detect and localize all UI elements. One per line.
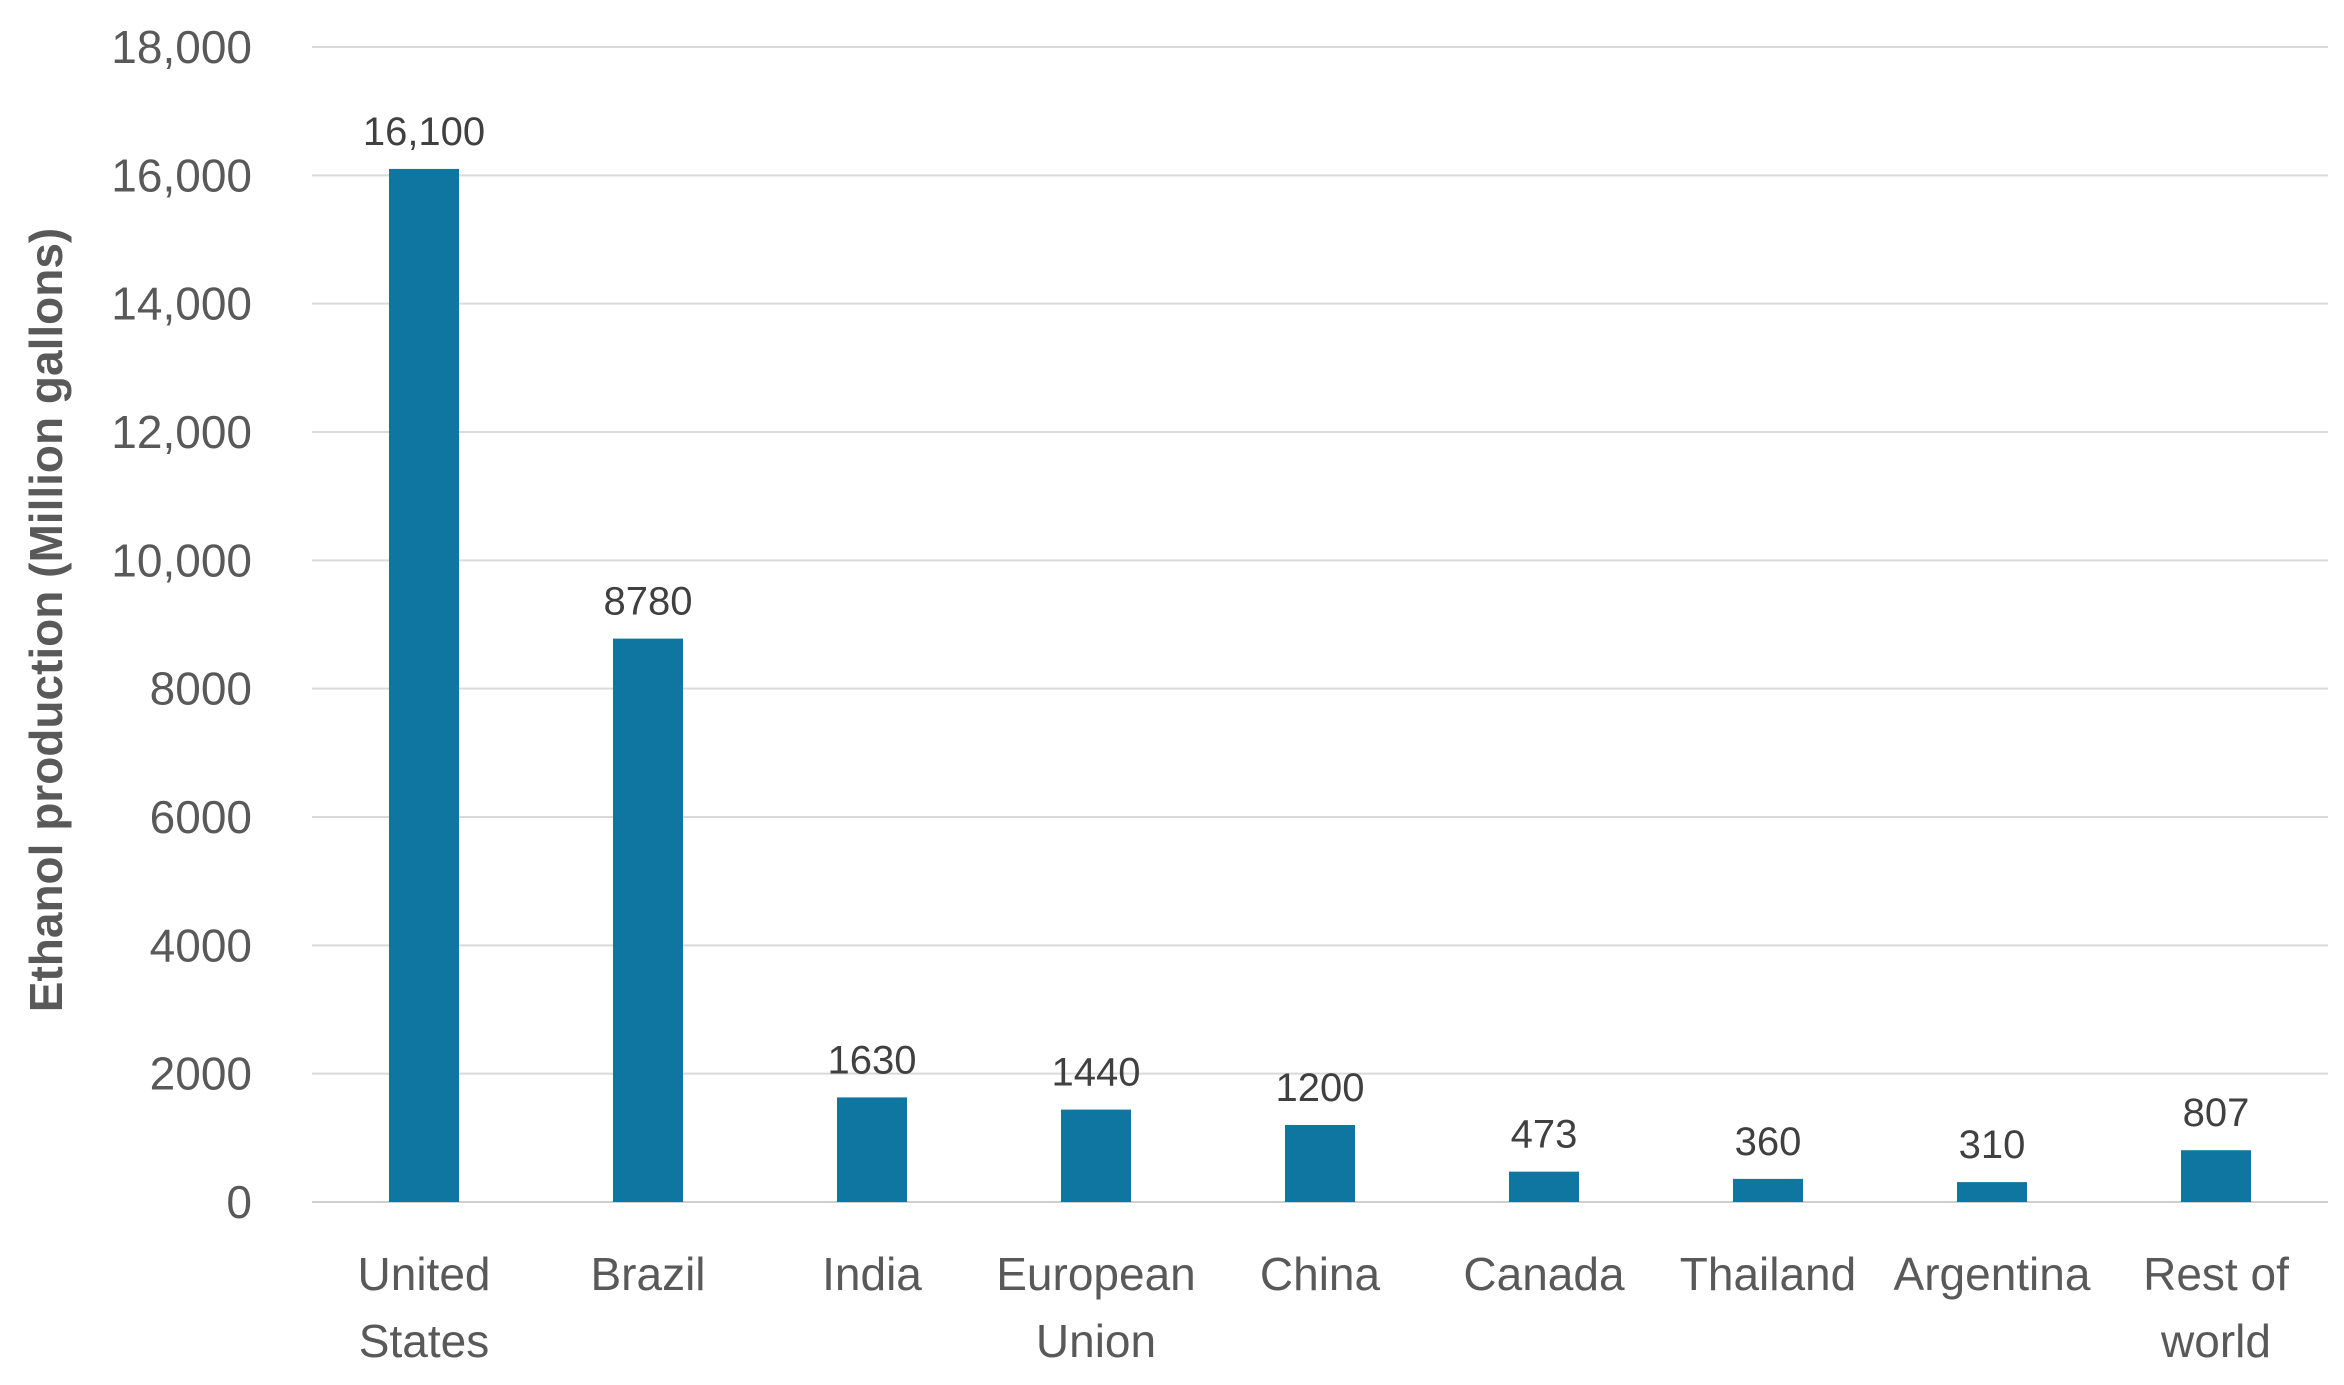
data-label: 8780 (604, 580, 693, 624)
data-label: 807 (2183, 1091, 2250, 1135)
y-tick-label: 10,000 (111, 534, 252, 586)
y-tick-label: 18,000 (111, 21, 252, 73)
y-axis-ticks: 0 2000 4000 6000 8000 10,000 12,000 14,000 16,00… (111, 21, 252, 1228)
y-tick-label: 4000 (150, 919, 252, 971)
bar (1957, 1182, 2027, 1202)
y-tick-label: 0 (226, 1176, 252, 1228)
bar (1061, 1109, 1131, 1202)
x-axis-categories: United States Brazil India European Union Chin… (358, 1248, 2290, 1367)
category-label: States (359, 1315, 489, 1367)
bar (1733, 1178, 1803, 1202)
data-label: 1200 (1276, 1066, 1365, 1110)
bar (389, 168, 459, 1203)
category-label: Rest of (2143, 1248, 2289, 1300)
data-label: 310 (1959, 1123, 2026, 1167)
y-tick-label: 8000 (150, 663, 252, 715)
category-label: Canada (1463, 1248, 1625, 1300)
y-axis-title: Ethanol production (Million gallons) (20, 228, 72, 1012)
category-label: world (2160, 1315, 2271, 1367)
data-label: 1440 (1052, 1051, 1141, 1095)
bar (1509, 1171, 1579, 1202)
category-label: Brazil (590, 1248, 705, 1300)
bars (389, 168, 2251, 1203)
y-tick-label: 6000 (150, 791, 252, 843)
data-label: 16,100 (363, 110, 485, 154)
bar (1285, 1125, 1355, 1202)
category-label: Argentina (1894, 1248, 2091, 1300)
category-label: European (996, 1248, 1196, 1300)
data-label: 473 (1511, 1113, 1578, 1157)
bar (613, 638, 683, 1202)
category-label: United (358, 1248, 491, 1300)
category-label: China (1260, 1248, 1381, 1300)
category-label: Thailand (1680, 1248, 1856, 1300)
bar (837, 1097, 907, 1202)
category-label: Union (1036, 1315, 1156, 1367)
data-labels: 16,100 8780 1630 1440 1200 473 360 310 807 (363, 110, 2250, 1167)
y-tick-label: 2000 (150, 1048, 252, 1100)
bar (2181, 1150, 2251, 1202)
y-tick-label: 16,000 (111, 149, 252, 201)
y-tick-label: 14,000 (111, 278, 252, 330)
y-tick-label: 12,000 (111, 406, 252, 458)
data-label: 1630 (828, 1038, 917, 1082)
category-label: India (822, 1248, 922, 1300)
data-label: 360 (1735, 1120, 1802, 1164)
